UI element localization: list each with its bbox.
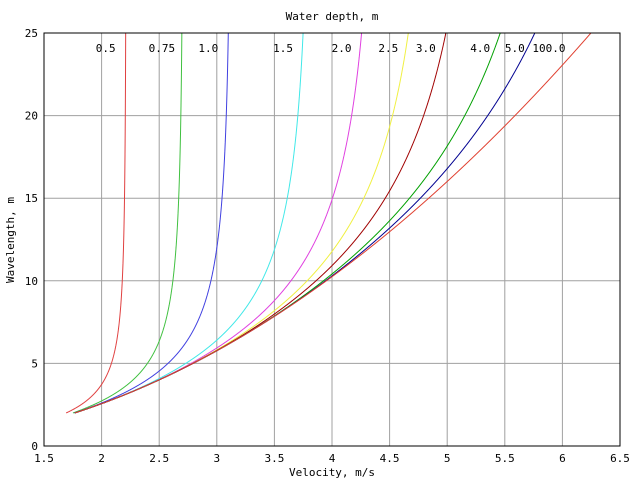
x-tick-label: 3 — [213, 452, 220, 465]
series-label: 1.0 — [198, 42, 218, 55]
series-label: 0.5 — [96, 42, 116, 55]
grid — [44, 33, 620, 446]
y-tick-label: 15 — [25, 192, 38, 205]
series-line — [74, 32, 536, 414]
series-label: 1.5 — [273, 42, 293, 55]
series-line — [74, 33, 229, 414]
y-tick-label: 5 — [31, 357, 38, 370]
series-label: 2.5 — [378, 42, 398, 55]
x-tick-label: 2 — [98, 452, 105, 465]
series-line — [72, 32, 183, 414]
x-tick-label: 6 — [559, 452, 566, 465]
y-tick-label: 25 — [25, 27, 38, 40]
series-label: 0.75 — [149, 42, 176, 55]
x-tick-label: 5.5 — [495, 452, 515, 465]
series-line — [74, 32, 592, 414]
chart-title: Water depth, m — [286, 10, 379, 23]
y-tick-label: 20 — [25, 110, 38, 123]
x-tick-label: 5 — [444, 452, 451, 465]
curves — [65, 32, 592, 414]
series-label: 3.0 — [416, 42, 436, 55]
series-label: 2.0 — [332, 42, 352, 55]
y-axis-label: Wavelength, m — [4, 197, 17, 283]
x-tick-label: 1.5 — [34, 452, 54, 465]
x-tick-label: 6.5 — [610, 452, 630, 465]
x-axis-label: Velocity, m/s — [289, 466, 375, 479]
y-tick-label: 10 — [25, 275, 38, 288]
series-label: 5.0 — [505, 42, 525, 55]
series-line — [74, 32, 363, 414]
x-axis-ticks: 1.5 2 2.5 3 3.5 4 4.5 5 5.5 6 6.5 — [34, 452, 630, 465]
x-tick-label: 4.5 — [380, 452, 400, 465]
series-line — [74, 32, 447, 414]
x-tick-label: 4 — [329, 452, 336, 465]
series-label: 100.0 — [532, 42, 565, 55]
curve-labels: 0.5 0.75 1.0 1.5 2.0 2.5 3.0 4.0 5.0 100.0 — [96, 42, 566, 55]
plot-frame — [43, 32, 621, 447]
series-line — [74, 32, 304, 414]
series-line — [74, 32, 409, 414]
series-line — [65, 33, 127, 414]
y-tick-label: 0 — [31, 440, 38, 453]
series-line — [74, 32, 501, 414]
x-tick-label: 3.5 — [264, 452, 284, 465]
x-tick-label: 2.5 — [149, 452, 169, 465]
series-label: 4.0 — [470, 42, 490, 55]
y-axis-ticks: 0 5 10 15 20 25 — [25, 27, 38, 453]
